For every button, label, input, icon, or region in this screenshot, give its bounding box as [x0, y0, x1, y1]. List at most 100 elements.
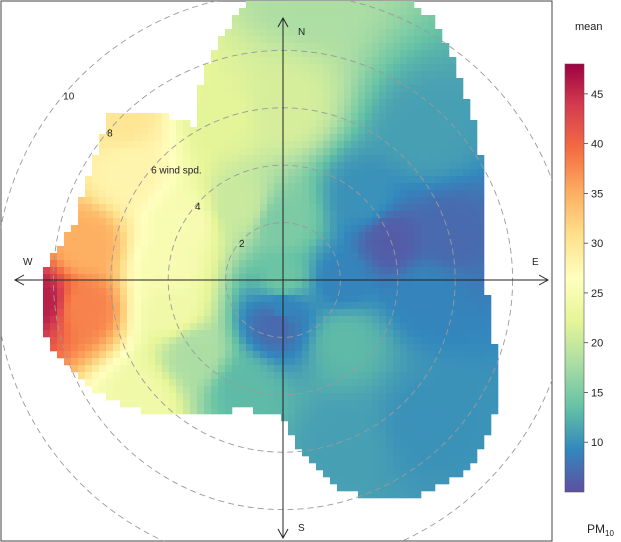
surface-cell-1384 — [218, 218, 226, 226]
surface-cell-699 — [169, 134, 177, 142]
surface-cell-360 — [309, 78, 317, 86]
surface-cell-1074 — [470, 176, 478, 184]
surface-cell-2301 — [92, 323, 100, 331]
surface-cell-3116 — [400, 421, 408, 429]
surface-cell-311 — [218, 71, 226, 79]
surface-cell-736 — [428, 134, 436, 142]
surface-cell-1812 — [225, 267, 233, 275]
surface-cell-2663 — [421, 358, 429, 366]
surface-cell-1545 — [92, 239, 100, 247]
surface-cell-260 — [365, 57, 373, 65]
surface-cell-901 — [442, 155, 450, 163]
surface-cell-2970 — [134, 400, 142, 408]
surface-cell-1726 — [64, 260, 72, 268]
surface-cell-3036 — [260, 407, 268, 415]
surface-cell-1475 — [442, 225, 450, 233]
surface-cell-3138 — [351, 428, 359, 436]
surface-cell-2968 — [120, 400, 128, 408]
surface-cell-2902 — [428, 386, 436, 394]
surface-cell-454 — [435, 92, 443, 100]
surface-cell-1515 — [302, 232, 310, 240]
surface-cell-966 — [113, 169, 121, 177]
surface-cell-583 — [463, 113, 471, 121]
surface-cell-3250 — [400, 456, 408, 464]
surface-cell-893 — [386, 155, 394, 163]
surface-cell-1594 — [435, 239, 443, 247]
surface-cell-1857 — [99, 274, 107, 282]
surface-cell-777 — [337, 141, 345, 149]
surface-cell-1035 — [197, 176, 205, 184]
surface-cell-161 — [372, 36, 380, 44]
surface-cell-968 — [127, 169, 135, 177]
surface-cell-2137 — [288, 302, 296, 310]
surface-cell-918 — [169, 162, 177, 170]
surface-cell-2197 — [260, 309, 268, 317]
surface-cell-766 — [260, 141, 268, 149]
surface-cell-55 — [267, 15, 275, 23]
surface-cell-1914 — [57, 281, 65, 289]
surface-cell-2867 — [183, 386, 191, 394]
surface-cell-371 — [386, 78, 394, 86]
surface-cell-1200 — [148, 197, 156, 205]
surface-cell-1638 — [316, 246, 324, 254]
surface-cell-817 — [239, 148, 247, 156]
surface-cell-2680 — [113, 365, 121, 373]
surface-cell-2145 — [344, 302, 352, 310]
surface-cell-43 — [372, 8, 380, 16]
surface-cell-416 — [435, 85, 443, 93]
surface-cell-1020 — [92, 176, 100, 184]
surface-cell-3323 — [358, 484, 366, 492]
surface-cell-2040 — [57, 295, 65, 303]
surface-cell-1938 — [225, 281, 233, 289]
surface-cell-1517 — [316, 232, 324, 240]
surface-cell-1139 — [127, 190, 135, 198]
surface-cell-1801 — [148, 267, 156, 275]
surface-cell-2466 — [358, 337, 366, 345]
surface-cell-198 — [407, 43, 415, 51]
surface-cell-1757 — [281, 260, 289, 268]
surface-cell-2281 — [400, 316, 408, 324]
surface-cell-1253 — [113, 204, 121, 212]
surface-cell-2372 — [141, 330, 149, 338]
surface-cell-1540 — [477, 232, 485, 240]
surface-cell-2656 — [372, 358, 380, 366]
surface-cell-2986 — [246, 400, 254, 408]
surface-cell-1298 — [428, 204, 436, 212]
surface-cell-531 — [435, 106, 443, 114]
surface-cell-2502 — [169, 344, 177, 352]
surface-cell-3115 — [393, 421, 401, 429]
surface-cell-1742 — [176, 260, 184, 268]
surface-cell-3251 — [407, 456, 415, 464]
surface-cell-285 — [288, 64, 296, 72]
surface-cell-3172 — [393, 435, 401, 443]
surface-cell-2735 — [78, 372, 86, 380]
surface-cell-3044 — [316, 407, 324, 415]
surface-cell-2119 — [162, 302, 170, 310]
surface-cell-2727 — [442, 365, 450, 373]
surface-cell-3031 — [204, 407, 212, 415]
surface-cell-2113 — [120, 302, 128, 310]
surface-cell-719 — [309, 134, 317, 142]
surface-cell-2635 — [225, 358, 233, 366]
surface-cell-1688 — [232, 253, 240, 261]
surface-cell-1862 — [134, 274, 142, 282]
surface-cell-188 — [337, 43, 345, 51]
surface-cell-1317 — [155, 211, 163, 219]
surface-cell-1465 — [372, 225, 380, 233]
surface-cell-781 — [365, 141, 373, 149]
surface-cell-2887 — [323, 386, 331, 394]
surface-cell-1692 — [260, 253, 268, 261]
surface-cell-1860 — [120, 274, 128, 282]
surface-cell-2639 — [253, 358, 261, 366]
surface-cell-723 — [337, 134, 345, 142]
surface-cell-240 — [225, 57, 233, 65]
surface-cell-2102 — [43, 302, 51, 310]
surface-cell-2814 — [218, 379, 226, 387]
surface-cell-451 — [414, 92, 422, 100]
surface-cell-472 — [295, 99, 303, 107]
surface-cell-2518 — [281, 344, 289, 352]
surface-cell-2890 — [344, 386, 352, 394]
surface-cell-1628 — [246, 246, 254, 254]
surface-cell-2224 — [449, 309, 457, 317]
surface-cell-2312 — [169, 323, 177, 331]
